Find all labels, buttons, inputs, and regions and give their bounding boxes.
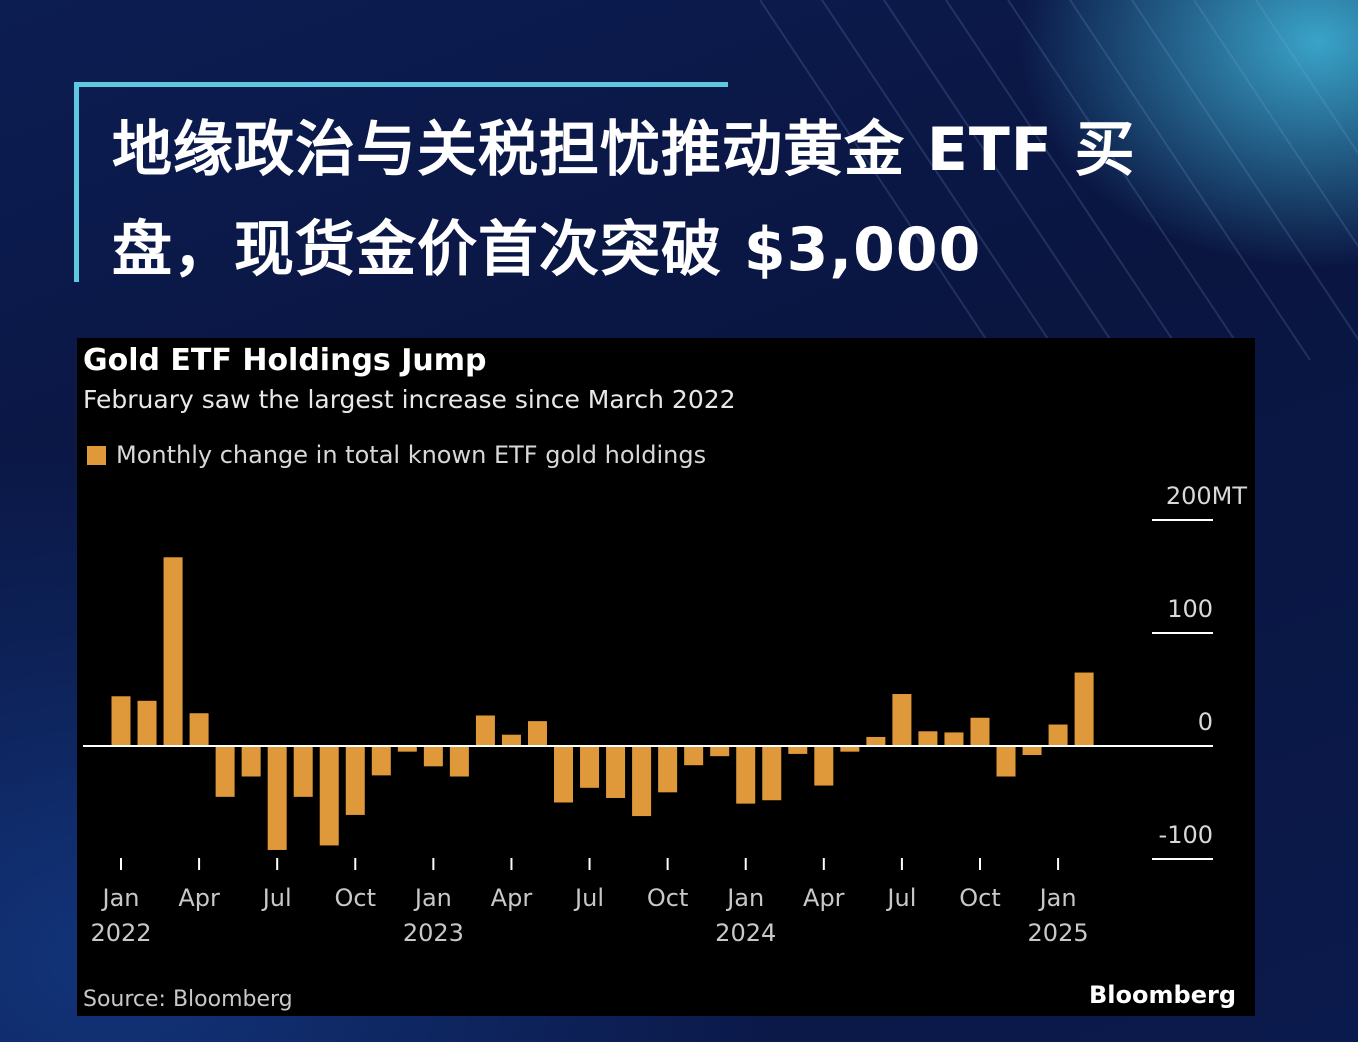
bar: [632, 746, 652, 817]
bar: [762, 746, 782, 801]
x-tick-label: Jul: [261, 884, 292, 912]
bar: [215, 746, 235, 797]
x-tick-label: Jan: [413, 884, 452, 912]
bar: [1022, 746, 1042, 756]
x-tick-label: Oct: [959, 884, 1001, 912]
x-tick-label: Oct: [335, 884, 377, 912]
background-stripes: [760, 0, 1358, 360]
y-tick-label: 100: [1167, 595, 1213, 623]
y-tick-label: 0: [1198, 708, 1213, 736]
bar: [449, 746, 469, 777]
bar: [527, 721, 547, 746]
brand-logo: Bloomberg: [1089, 981, 1236, 1009]
chart-panel: Gold ETF Holdings Jump February saw the …: [77, 338, 1255, 1016]
bar: [371, 746, 391, 776]
x-tick-label: Jan: [725, 884, 764, 912]
x-tick-label: Jan: [1038, 884, 1077, 912]
x-tick-year-label: 2024: [715, 919, 776, 947]
bar: [788, 746, 808, 754]
bar: [475, 715, 495, 746]
bar: [736, 746, 756, 804]
bar: [267, 746, 287, 850]
bar: [163, 557, 183, 746]
y-tick-label: -100: [1159, 821, 1213, 849]
background-stripe: [760, 0, 1001, 360]
bar: [501, 734, 521, 746]
background-stripe: [821, 0, 1063, 360]
bar: [684, 746, 704, 766]
bar: [241, 746, 261, 777]
x-tick-label: Oct: [647, 884, 689, 912]
bar: [293, 746, 313, 797]
headline-accent-left: [74, 82, 79, 282]
x-tick-label: Apr: [803, 884, 845, 912]
x-axis: Jan 2022 Apr Jul Oct Jan 2023 Apr Jul Oct Jan 2024 A…: [90, 858, 1089, 947]
bar: [840, 746, 860, 752]
headline-accent-top: [74, 82, 728, 87]
bars: [111, 557, 1094, 850]
bar: [580, 746, 600, 788]
source-note: Source: Bloomberg: [83, 987, 293, 1012]
bar: [189, 713, 209, 746]
chart-subtitle: February saw the largest increase since …: [83, 385, 736, 414]
bar: [319, 746, 339, 846]
background-stripe: [945, 0, 1187, 360]
bar: [397, 746, 417, 752]
headline: 地缘政治与关税担忧推动黄金 ETF 买盘，现货金价首次突破 $3,000: [112, 115, 1136, 285]
x-tick-year-label: 2023: [403, 919, 464, 947]
bar: [345, 746, 365, 815]
bar: [554, 746, 574, 803]
bar: [996, 746, 1016, 777]
bar: [1048, 724, 1068, 746]
y-axis: 200MT 100 0 -100: [1152, 482, 1248, 860]
bar: [944, 732, 964, 746]
chart-title: Gold ETF Holdings Jump: [83, 343, 486, 378]
bar: [137, 700, 157, 746]
x-tick-label: Jan: [101, 884, 140, 912]
background-stripe: [1131, 0, 1358, 341]
x-tick-label: Jul: [573, 884, 604, 912]
x-tick-label: Apr: [491, 884, 533, 912]
headline-box: 地缘政治与关税担忧推动黄金 ETF 买盘，现货金价首次突破 $3,000: [74, 82, 1324, 285]
x-tick-year-label: 2025: [1028, 919, 1089, 947]
bar: [710, 746, 730, 757]
x-tick-year-label: 2022: [90, 919, 151, 947]
bar: [606, 746, 626, 798]
background-stripe: [1069, 0, 1311, 360]
chart: Gold ETF Holdings Jump February saw the …: [83, 343, 1248, 1012]
x-tick-label: Apr: [178, 884, 220, 912]
bar: [1074, 672, 1094, 746]
bar: [111, 696, 131, 746]
legend-label: Monthly change in total known ETF gold h…: [116, 441, 706, 469]
bar: [658, 746, 678, 793]
bar: [892, 694, 912, 746]
bar: [814, 746, 834, 786]
background-stripe: [883, 0, 1125, 360]
bar: [918, 731, 938, 746]
bar: [423, 746, 443, 767]
bar: [970, 717, 990, 746]
background-stripe: [1007, 0, 1249, 360]
background-stripe: [1193, 0, 1358, 248]
legend-swatch: [87, 446, 106, 465]
x-tick-label: Jul: [885, 884, 916, 912]
background-stripe: [1255, 0, 1358, 155]
y-tick-label: 200MT: [1166, 482, 1248, 510]
bar: [866, 736, 886, 746]
